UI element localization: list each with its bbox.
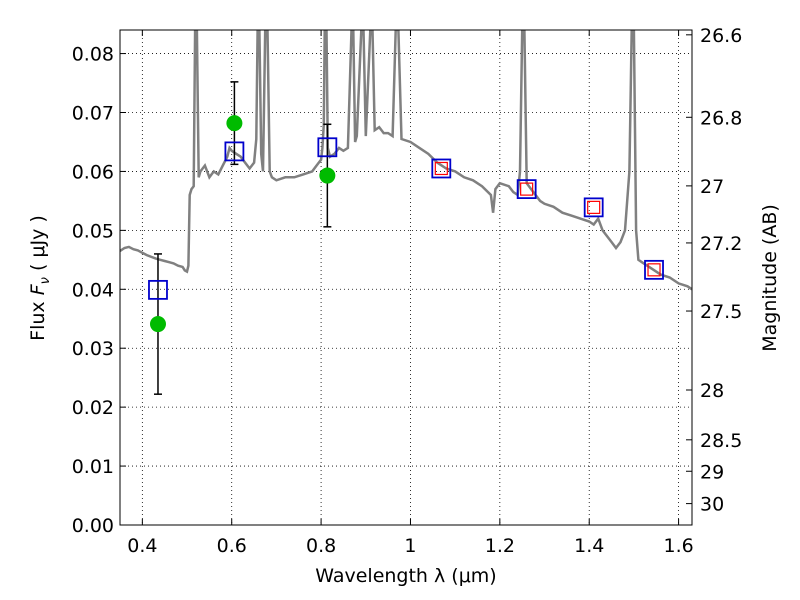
observed-flux-point: [319, 167, 336, 184]
spectrum-layer: [120, 30, 692, 291]
x-tick-label: 1: [404, 535, 416, 557]
model-band-square: [224, 141, 245, 162]
y-tick-label: 0.07: [72, 103, 114, 125]
model-band-square: [644, 259, 664, 280]
y-tick-label: 0.02: [72, 397, 114, 419]
red-band-square: [647, 263, 661, 277]
x-tick-label: 0.4: [127, 535, 157, 557]
tick-layer: 0.4 0.6 0.8 1 1.2 1.4 1.6 0.00 0.01 0.02 0.03 0.04 0…: [72, 25, 743, 557]
magnitude-tick-label: 30: [700, 494, 724, 516]
magnitude-tick-label: 28.5: [700, 430, 742, 452]
model-band-square: [583, 197, 604, 218]
magnitude-tick-label: 26.6: [700, 25, 742, 47]
model-band-square: [431, 158, 452, 179]
observed-flux-point: [226, 115, 243, 132]
grid: [120, 30, 692, 526]
x-tick-label: 1.4: [574, 535, 604, 557]
magnitude-tick-label: 27: [700, 176, 724, 198]
y-tick-label: 0.04: [72, 279, 114, 301]
y-axis-title-subscript: ν: [38, 277, 53, 284]
red-band-square: [520, 182, 534, 196]
y-tick-label: 0.01: [72, 456, 114, 478]
magnitude-tick-label: 29: [700, 461, 724, 483]
x-tick-label: 0.8: [306, 535, 336, 557]
magnitude-tick-label: 28: [700, 380, 724, 402]
y-tick-label: 0.05: [72, 220, 114, 242]
red-band-square: [587, 200, 601, 214]
y-tick-label: 0.08: [72, 44, 114, 66]
marker-layer: [148, 81, 664, 395]
x-tick-label: 0.6: [217, 535, 247, 557]
x-tick-label: 1.2: [485, 535, 515, 557]
spectrum-line: [120, 30, 692, 291]
magnitude-axis-title: Magnitude (AB): [759, 204, 781, 352]
y-tick-label: 0.03: [72, 338, 114, 360]
y-tick-label: 0.00: [72, 515, 114, 537]
magnitude-tick-label: 27.2: [700, 233, 742, 255]
x-axis-title: Wavelength λ (μm): [315, 565, 496, 587]
x-tick-label: 1.6: [663, 535, 693, 557]
observed-flux-point: [149, 316, 166, 333]
model-band-square: [148, 279, 168, 300]
model-band-square: [317, 137, 338, 158]
y-axis-title-unit: ( μJy ): [27, 215, 49, 277]
magnitude-tick-label: 26.8: [700, 107, 742, 129]
y-axis-title: Flux Fν ( μJy ): [27, 215, 53, 341]
model-band-square: [516, 179, 537, 200]
y-axis-title-prefix: Flux: [27, 295, 49, 341]
y-axis-title-symbol: F: [27, 283, 49, 295]
plot-frame: [119, 29, 693, 526]
red-band-square: [434, 161, 448, 176]
y-tick-label: 0.06: [72, 161, 114, 183]
magnitude-tick-label: 27.5: [700, 301, 742, 323]
